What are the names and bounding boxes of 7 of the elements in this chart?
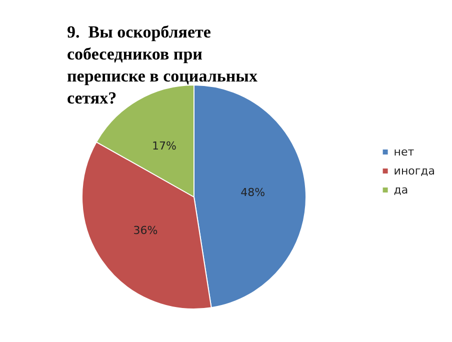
legend-label: иногда: [394, 164, 436, 178]
chart-title: 9. Вы оскорбляете собеседников при переписке в социальных сетях?: [67, 22, 262, 108]
legend-label: нет: [394, 146, 415, 158]
data-label: 48%: [240, 186, 266, 199]
data-label: 36%: [133, 224, 158, 238]
data-label: 17%: [152, 140, 176, 153]
legend-label: да: [394, 184, 408, 196]
